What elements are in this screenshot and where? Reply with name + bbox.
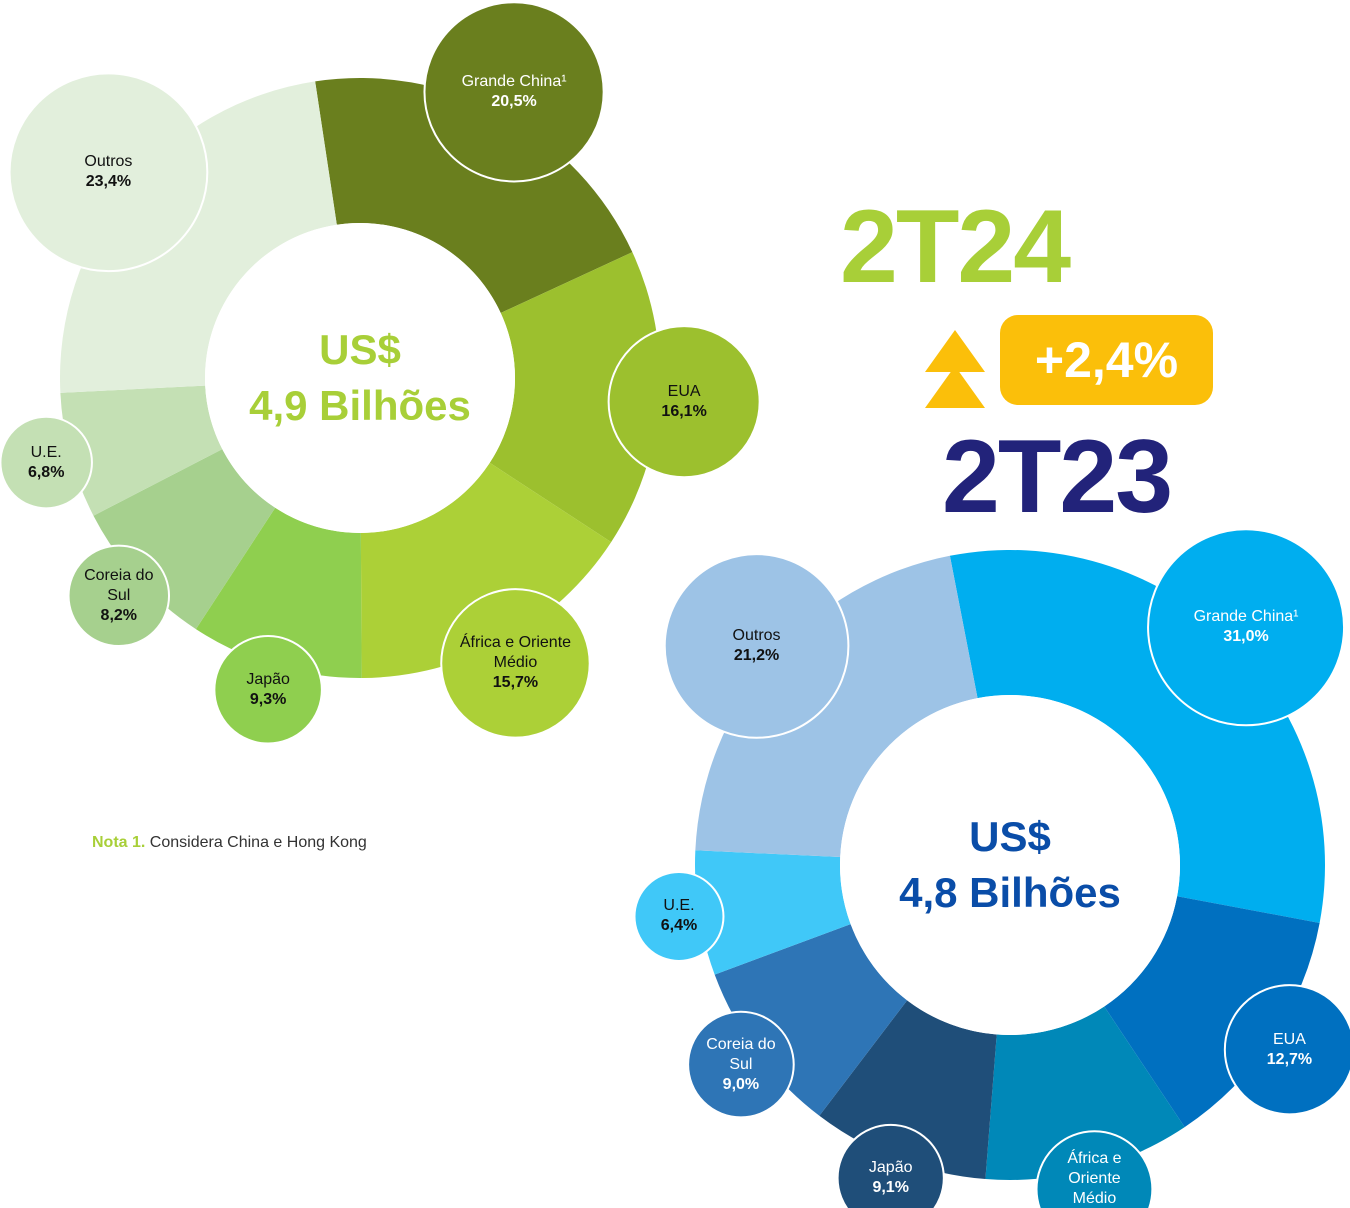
bubble-label: EUA 16,1% xyxy=(627,382,740,422)
total-label: 4,8 Bilhões xyxy=(899,869,1121,916)
category-label: África e Oriente Médio xyxy=(459,634,572,672)
wedge xyxy=(93,449,276,630)
bubble-label: Coreia do Sul 9,0% xyxy=(701,1035,780,1095)
value-label: 6,4% xyxy=(660,917,698,935)
bubble-label: Grande China¹ 20,5% xyxy=(447,72,581,112)
category-label: Coreia do Sul xyxy=(84,566,154,604)
bubble xyxy=(1035,1130,1154,1208)
bubble-label: U.E. 6,4% xyxy=(646,896,713,936)
wedge xyxy=(695,850,851,975)
change-box xyxy=(1000,315,1213,405)
category-label: Outros xyxy=(84,153,133,171)
value-label: 6,8% xyxy=(27,463,65,481)
category-label: EUA xyxy=(667,382,701,400)
change: +2,4% xyxy=(1034,332,1179,388)
category-label: África e Oriente Médio xyxy=(1067,1150,1122,1208)
bubble-label: Grande China¹ 31,0% xyxy=(1173,607,1320,647)
wedge xyxy=(489,252,660,543)
value-label: 9,1% xyxy=(872,1179,909,1197)
category-label: U.E. xyxy=(30,443,62,461)
wedge xyxy=(315,78,633,313)
wedge xyxy=(1104,896,1320,1128)
category-label: Japão xyxy=(246,670,290,688)
bubble xyxy=(8,72,209,273)
bubble-label: Outros 21,2% xyxy=(688,626,826,666)
current-period: 2T24 xyxy=(840,189,1071,305)
category-label: U.E. xyxy=(663,897,695,915)
bubble-label: EUA 12,7% xyxy=(1241,1030,1338,1070)
total-label: 4,9 Bilhões xyxy=(249,382,471,429)
category-label: Grande China¹ xyxy=(461,72,567,90)
bubble xyxy=(836,1123,945,1208)
arrow xyxy=(925,330,985,372)
category-label: Grande China¹ xyxy=(1193,608,1299,626)
bubble xyxy=(663,553,850,739)
category-label: EUA xyxy=(1273,1030,1306,1048)
category-label: Japão xyxy=(868,1159,913,1177)
center-circle xyxy=(205,223,515,533)
value-label: 9,3% xyxy=(249,690,287,708)
value-label: 31,0% xyxy=(1223,628,1269,646)
wedge xyxy=(60,81,337,393)
value-label: 12,7% xyxy=(1266,1050,1313,1068)
bubble xyxy=(67,544,171,648)
bubble xyxy=(1223,984,1350,1116)
bubble xyxy=(423,1,605,183)
bubble-label: África e Oriente Médio10,6% xyxy=(1051,1149,1138,1208)
bubble-label: Japão 9,1% xyxy=(851,1158,931,1198)
wedge xyxy=(360,462,612,678)
bubble xyxy=(687,1010,795,1119)
value-label: 21,2% xyxy=(733,646,780,664)
value-label: 16,1% xyxy=(661,402,707,420)
bubble-label: Outros 23,4% xyxy=(34,152,182,192)
bubble-label: África e Oriente Médio 15,7% xyxy=(460,633,571,693)
value-label: 20,5% xyxy=(491,92,537,110)
note-text: Considera China e Hong Kong xyxy=(149,834,367,851)
bubble xyxy=(440,588,591,739)
arrow xyxy=(925,366,985,408)
note-label: Nota 1. xyxy=(92,834,146,851)
center-label: US$ xyxy=(319,326,401,373)
value-label: 15,7% xyxy=(492,674,539,692)
previous-period: 2T23 xyxy=(942,419,1173,535)
bubble-label: Coreia do Sul 8,2% xyxy=(81,566,156,626)
bubble-label: Japão 9,3% xyxy=(228,670,309,710)
bubble xyxy=(1147,528,1346,727)
category-label: Coreia do Sul xyxy=(706,1035,776,1073)
value-label: 9,0% xyxy=(722,1075,760,1093)
value-label: 23,4% xyxy=(85,173,132,191)
bubble xyxy=(0,415,93,510)
bubble xyxy=(633,871,725,962)
value-label: 8,2% xyxy=(100,606,138,624)
wedge xyxy=(195,507,362,678)
wedge xyxy=(695,555,978,858)
bubble xyxy=(213,634,323,745)
wedge xyxy=(714,924,908,1116)
category-label: Outros xyxy=(732,626,781,644)
bubble xyxy=(607,325,761,479)
bubble-label: U.E. 6,8% xyxy=(12,443,81,483)
center-text: US$ 4,8 Bilhões xyxy=(899,809,1121,921)
center-text: US$ 4,9 Bilhões xyxy=(249,322,471,434)
wedge xyxy=(985,1006,1185,1180)
note: Nota 1. Considera China e Hong Kong xyxy=(92,834,367,852)
center-circle xyxy=(840,695,1180,1035)
center-label: US$ xyxy=(969,813,1051,860)
wedge xyxy=(60,385,223,516)
